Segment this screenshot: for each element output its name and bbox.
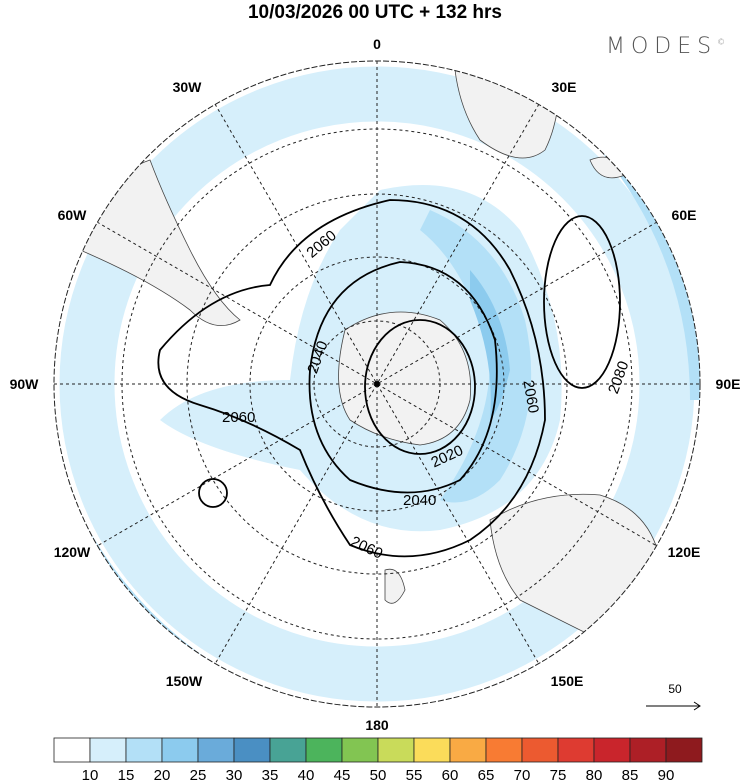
contour-2040 bbox=[308, 261, 498, 494]
vector-reference-label: 50 bbox=[668, 682, 682, 696]
colorbar-label: 40 bbox=[298, 767, 315, 782]
colorbar: 10 15 20 25 30 35 40 45 50 55 60 65 70 75 80 85 90 bbox=[53, 737, 703, 782]
colorbar-label: 75 bbox=[550, 767, 567, 782]
colorbar-label: 80 bbox=[586, 767, 603, 782]
map-boundary bbox=[53, 60, 701, 708]
colorbar-swatch bbox=[197, 737, 235, 763]
graticule bbox=[54, 61, 700, 707]
pole-marker bbox=[374, 381, 380, 387]
lon-label-180: 180 bbox=[365, 717, 389, 733]
colorbar-label: 90 bbox=[658, 767, 675, 782]
colorbar-label: 35 bbox=[262, 767, 279, 782]
logo-text: MODES bbox=[606, 34, 718, 59]
contour-small-loop bbox=[198, 478, 228, 508]
colorbar-label: 25 bbox=[190, 767, 207, 782]
lon-label-0: 0 bbox=[373, 36, 381, 52]
colorbar-swatch bbox=[485, 737, 523, 763]
colorbar-swatch bbox=[665, 737, 703, 763]
colorbar-swatch bbox=[233, 737, 271, 763]
colorbar-label: 50 bbox=[370, 767, 387, 782]
colorbar-swatch bbox=[413, 737, 451, 763]
colorbar-swatch bbox=[629, 737, 667, 763]
colorbar-swatch bbox=[377, 737, 415, 763]
colorbar-swatch bbox=[521, 737, 559, 763]
colorbar-swatch bbox=[557, 737, 595, 763]
colorbar-swatch bbox=[341, 737, 379, 763]
lon-label-120w: 120W bbox=[54, 544, 91, 560]
colorbar-label: 70 bbox=[514, 767, 531, 782]
vector-reference: 50 bbox=[646, 682, 701, 711]
colorbar-swatch bbox=[305, 737, 343, 763]
colorbar-label: 45 bbox=[334, 767, 351, 782]
contour-2020 bbox=[364, 319, 476, 455]
contour-2060 bbox=[157, 199, 546, 558]
colorbar-swatch bbox=[89, 737, 127, 763]
contour-label: 2060 bbox=[222, 409, 255, 426]
lon-label-30e: 30E bbox=[552, 79, 577, 95]
lon-label-60e: 60E bbox=[672, 207, 697, 223]
arrow-right-icon bbox=[646, 701, 701, 711]
colorbar-label: 10 bbox=[82, 767, 99, 782]
colorbar-swatch bbox=[125, 737, 163, 763]
lon-label-90w: 90W bbox=[10, 376, 40, 392]
wind-core-mid bbox=[420, 210, 532, 503]
lon-label-60w: 60W bbox=[58, 207, 88, 223]
lon-label-150e: 150E bbox=[551, 673, 584, 689]
contour-2080 bbox=[543, 215, 621, 389]
contour-label: 2040 bbox=[403, 492, 436, 509]
height-contours bbox=[157, 199, 621, 558]
lon-label-120e: 120E bbox=[668, 544, 701, 560]
colorbar-label: 20 bbox=[154, 767, 171, 782]
colorbar-label: 55 bbox=[406, 767, 423, 782]
colorbar-label: 15 bbox=[118, 767, 135, 782]
lon-label-30w: 30W bbox=[173, 79, 203, 95]
colorbar-label: 65 bbox=[478, 767, 495, 782]
colorbar-swatch bbox=[161, 737, 199, 763]
colorbar-swatch bbox=[593, 737, 631, 763]
land-new-zealand bbox=[384, 568, 406, 604]
modes-logo: MODES© bbox=[606, 34, 725, 59]
contour-label: 2060 bbox=[519, 379, 542, 415]
map-title: 10/03/2026 00 UTC + 132 hrs bbox=[247, 2, 503, 23]
land-south-america bbox=[79, 159, 241, 327]
lon-label-150w: 150W bbox=[166, 673, 203, 689]
lon-label-90e: 90E bbox=[716, 376, 741, 392]
colorbar-swatch bbox=[449, 737, 487, 763]
colorbar-swatch bbox=[53, 737, 91, 763]
longitude-labels: 0 30E 60E 90E 120E 150E 180 150W 120W 90… bbox=[10, 36, 741, 733]
colorbar-label: 30 bbox=[226, 767, 243, 782]
logo-mark: © bbox=[717, 37, 726, 47]
wind-band-e bbox=[600, 140, 700, 400]
colorbar-label: 85 bbox=[622, 767, 639, 782]
land-antarctica bbox=[338, 311, 471, 446]
colorbar-label: 60 bbox=[442, 767, 459, 782]
colorbar-swatch bbox=[269, 737, 307, 763]
